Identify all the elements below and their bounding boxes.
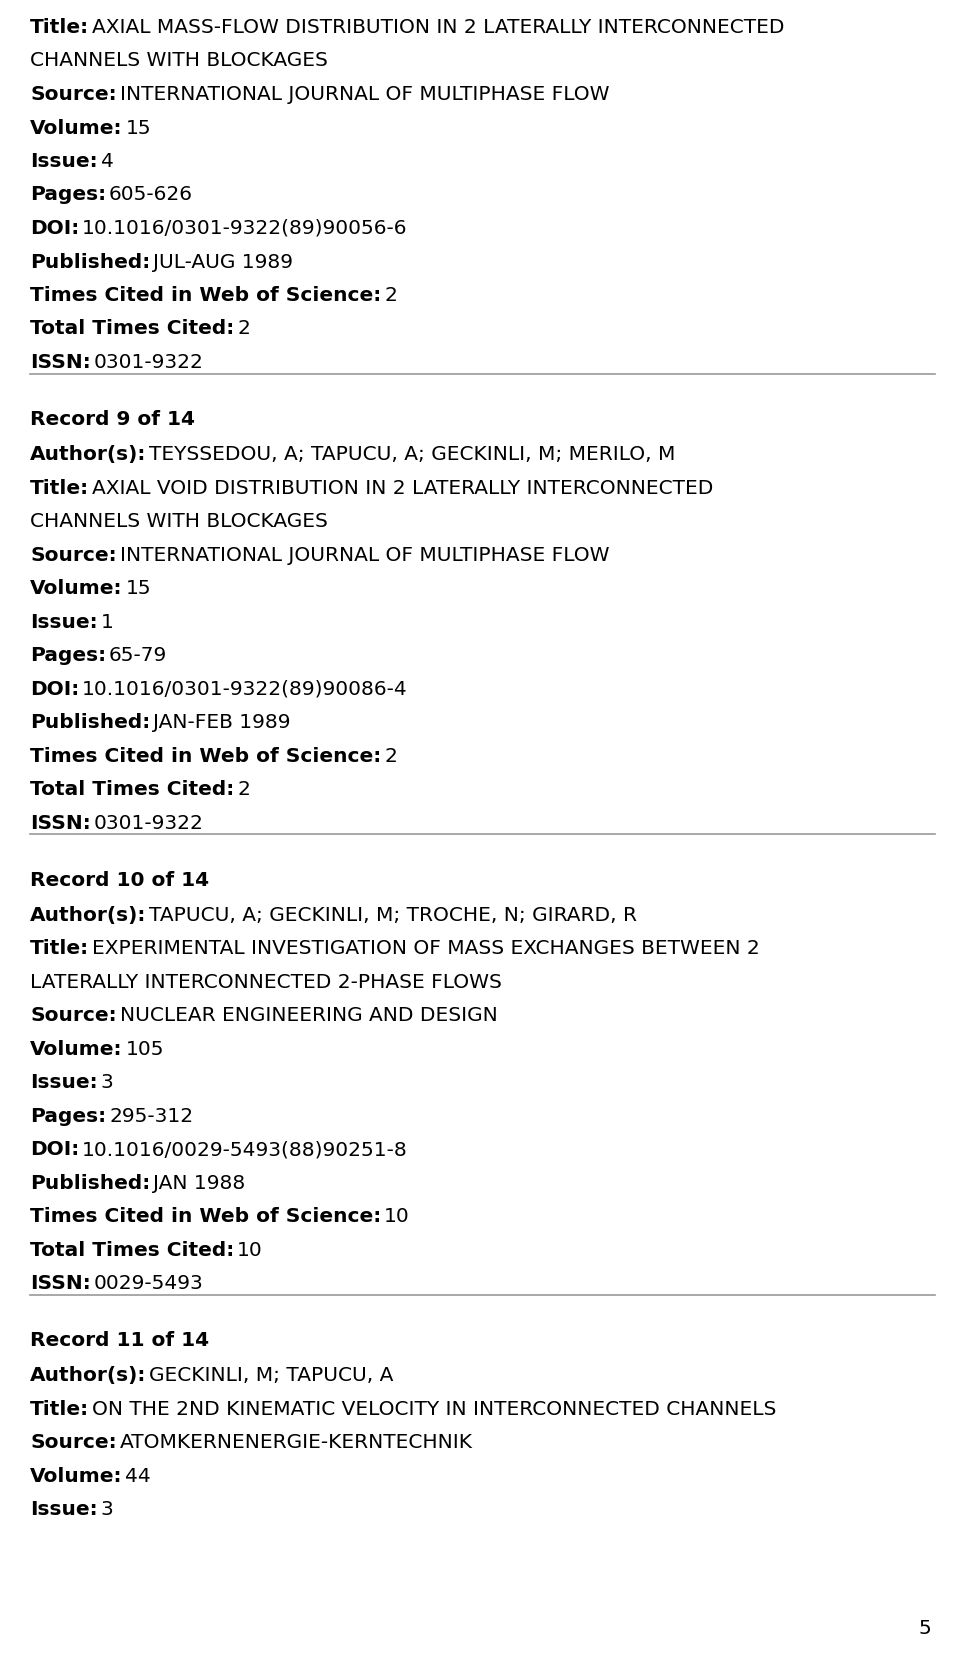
Text: CHANNELS WITH BLOCKAGES: CHANNELS WITH BLOCKAGES <box>30 512 328 530</box>
Text: Total Times Cited:: Total Times Cited: <box>30 780 234 799</box>
Text: ATOMKERNENERGIE-KERNTECHNIK: ATOMKERNENERGIE-KERNTECHNIK <box>120 1433 472 1452</box>
Text: Author(s):: Author(s): <box>30 905 146 925</box>
Text: 0301-9322: 0301-9322 <box>94 353 204 371</box>
Text: Volume:: Volume: <box>30 1039 123 1059</box>
Text: JAN 1988: JAN 1988 <box>154 1173 246 1191</box>
Text: Title:: Title: <box>30 18 89 36</box>
Text: Pages:: Pages: <box>30 646 107 664</box>
Text: 2: 2 <box>384 746 397 766</box>
Text: Author(s):: Author(s): <box>30 1365 146 1385</box>
Text: 10: 10 <box>384 1206 410 1226</box>
Text: Total Times Cited:: Total Times Cited: <box>30 320 234 338</box>
Text: AXIAL VOID DISTRIBUTION IN 2 LATERALLY INTERCONNECTED: AXIAL VOID DISTRIBUTION IN 2 LATERALLY I… <box>92 479 713 497</box>
Text: Issue:: Issue: <box>30 1072 98 1092</box>
Text: 105: 105 <box>126 1039 164 1059</box>
Text: Times Cited in Web of Science:: Times Cited in Web of Science: <box>30 285 381 305</box>
Text: 3: 3 <box>101 1500 113 1518</box>
Text: Volume:: Volume: <box>30 1466 123 1485</box>
Text: NUCLEAR ENGINEERING AND DESIGN: NUCLEAR ENGINEERING AND DESIGN <box>120 1006 497 1024</box>
Text: GECKINLI, M; TAPUCU, A: GECKINLI, M; TAPUCU, A <box>150 1365 394 1385</box>
Text: 0301-9322: 0301-9322 <box>94 814 204 832</box>
Text: Title:: Title: <box>30 479 89 497</box>
Text: 15: 15 <box>126 118 151 138</box>
Text: 2: 2 <box>237 780 251 799</box>
Text: 295-312: 295-312 <box>109 1107 193 1125</box>
Text: Volume:: Volume: <box>30 118 123 138</box>
Text: Record 10 of 14: Record 10 of 14 <box>30 870 209 890</box>
Text: 2: 2 <box>384 285 397 305</box>
Text: Record 11 of 14: Record 11 of 14 <box>30 1331 209 1349</box>
Text: 0029-5493: 0029-5493 <box>94 1274 204 1292</box>
Text: Total Times Cited:: Total Times Cited: <box>30 1239 234 1259</box>
Text: 1: 1 <box>101 611 113 631</box>
Text: 4: 4 <box>101 152 113 171</box>
Text: Author(s):: Author(s): <box>30 444 146 464</box>
Text: INTERNATIONAL JOURNAL OF MULTIPHASE FLOW: INTERNATIONAL JOURNAL OF MULTIPHASE FLOW <box>120 545 610 565</box>
Text: ISSN:: ISSN: <box>30 814 91 832</box>
Text: 10.1016/0301-9322(89)90086-4: 10.1016/0301-9322(89)90086-4 <box>83 679 408 698</box>
Text: Published:: Published: <box>30 713 151 732</box>
Text: 10: 10 <box>237 1239 263 1259</box>
Text: 10.1016/0029-5493(88)90251-8: 10.1016/0029-5493(88)90251-8 <box>83 1140 408 1158</box>
Text: Title:: Title: <box>30 938 89 958</box>
Text: Source:: Source: <box>30 545 116 565</box>
Text: JAN-FEB 1989: JAN-FEB 1989 <box>154 713 291 732</box>
Text: Title:: Title: <box>30 1399 89 1418</box>
Text: 3: 3 <box>101 1072 113 1092</box>
Text: TAPUCU, A; GECKINLI, M; TROCHE, N; GIRARD, R: TAPUCU, A; GECKINLI, M; TROCHE, N; GIRAR… <box>150 905 637 925</box>
Text: CHANNELS WITH BLOCKAGES: CHANNELS WITH BLOCKAGES <box>30 51 328 71</box>
Text: Times Cited in Web of Science:: Times Cited in Web of Science: <box>30 746 381 766</box>
Text: ISSN:: ISSN: <box>30 353 91 371</box>
Text: Source:: Source: <box>30 1433 116 1452</box>
Text: Volume:: Volume: <box>30 578 123 598</box>
Text: 10.1016/0301-9322(89)90056-6: 10.1016/0301-9322(89)90056-6 <box>83 219 408 239</box>
Text: Published:: Published: <box>30 252 151 272</box>
Text: DOI:: DOI: <box>30 219 80 239</box>
Text: Times Cited in Web of Science:: Times Cited in Web of Science: <box>30 1206 381 1226</box>
Text: 2: 2 <box>237 320 251 338</box>
Text: Issue:: Issue: <box>30 152 98 171</box>
Text: 15: 15 <box>126 578 151 598</box>
Text: 5: 5 <box>919 1619 931 1637</box>
Text: Issue:: Issue: <box>30 1500 98 1518</box>
Text: Source:: Source: <box>30 1006 116 1024</box>
Text: EXPERIMENTAL INVESTIGATION OF MASS EXCHANGES BETWEEN 2: EXPERIMENTAL INVESTIGATION OF MASS EXCHA… <box>92 938 760 958</box>
Text: Source:: Source: <box>30 85 116 104</box>
Text: TEYSSEDOU, A; TAPUCU, A; GECKINLI, M; MERILO, M: TEYSSEDOU, A; TAPUCU, A; GECKINLI, M; ME… <box>150 444 676 464</box>
Text: Record 9 of 14: Record 9 of 14 <box>30 409 195 429</box>
Text: LATERALLY INTERCONNECTED 2-PHASE FLOWS: LATERALLY INTERCONNECTED 2-PHASE FLOWS <box>30 973 502 991</box>
Text: 44: 44 <box>126 1466 152 1485</box>
Text: ISSN:: ISSN: <box>30 1274 91 1292</box>
Text: ON THE 2ND KINEMATIC VELOCITY IN INTERCONNECTED CHANNELS: ON THE 2ND KINEMATIC VELOCITY IN INTERCO… <box>92 1399 777 1418</box>
Text: Pages:: Pages: <box>30 186 107 204</box>
Text: Issue:: Issue: <box>30 611 98 631</box>
Text: 605-626: 605-626 <box>109 186 193 204</box>
Text: AXIAL MASS-FLOW DISTRIBUTION IN 2 LATERALLY INTERCONNECTED: AXIAL MASS-FLOW DISTRIBUTION IN 2 LATERA… <box>92 18 784 36</box>
Text: Published:: Published: <box>30 1173 151 1191</box>
Text: DOI:: DOI: <box>30 1140 80 1158</box>
Text: DOI:: DOI: <box>30 679 80 698</box>
Text: Pages:: Pages: <box>30 1107 107 1125</box>
Text: 65-79: 65-79 <box>109 646 167 664</box>
Text: JUL-AUG 1989: JUL-AUG 1989 <box>154 252 293 272</box>
Text: INTERNATIONAL JOURNAL OF MULTIPHASE FLOW: INTERNATIONAL JOURNAL OF MULTIPHASE FLOW <box>120 85 610 104</box>
